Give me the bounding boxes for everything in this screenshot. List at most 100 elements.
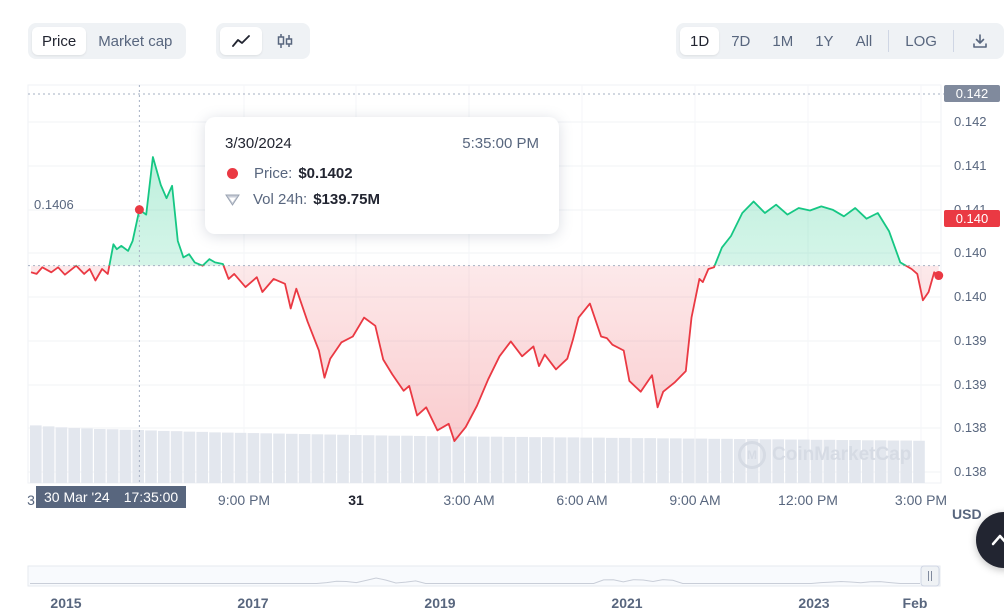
current-price-badge: 0.140 [944,210,1000,227]
tooltip-volume-label: Vol 24h: [253,191,308,208]
log-scale-button[interactable]: LOG [905,32,937,50]
volume-bar [900,440,912,483]
y-tick-label: 0.141 [954,158,987,173]
volume-bar [106,429,119,483]
volume-bar [183,431,196,483]
navigator-line [30,577,920,584]
tooltip-price-value: $0.1402 [298,165,353,182]
volume-bar [529,437,541,483]
navigator-track [27,565,941,587]
navigator-tick: 2021 [611,595,643,611]
hover-point [134,205,144,215]
volume-bar [170,431,183,483]
range-all[interactable]: All [855,32,873,50]
volume-bar [670,438,682,483]
line-chart-icon [232,35,250,47]
price-dot-icon [227,168,238,179]
volume-bar [452,436,464,483]
volume-bar [593,437,605,483]
chart-style-toggle [216,23,310,59]
x-tick-label: 3:00 PM [894,492,948,508]
volume-bar [874,440,887,483]
range-1y[interactable]: 1Y [815,32,834,50]
y-tick-label: 0.142 [954,114,987,129]
navigator-handle [920,565,940,587]
x-tick-label: 6:00 AM [556,492,608,508]
last-price-point [934,271,944,281]
volume-bar [644,438,656,483]
volume-bar [55,427,68,483]
volume-bar [234,432,247,483]
price-tab[interactable]: Price [32,27,87,55]
y-tick-label: 0.140 [954,245,987,260]
volume-bar [490,436,503,483]
volume-bar [145,430,157,483]
y-tick-label: 0.139 [954,377,987,392]
market-cap-tab[interactable]: Market cap [98,32,173,50]
volume-bar [426,436,439,483]
volume-bar [516,436,528,483]
range-1m[interactable]: 1M [772,32,794,50]
volume-bar [286,433,298,483]
download-icon [973,34,987,48]
y-tick-label: 0.139 [954,333,987,348]
tooltip-volume-value: $139.75M [313,191,380,208]
volume-bar [388,435,400,483]
volume-bar [862,440,874,483]
price-line-down [30,265,940,443]
volume-bar [209,432,221,483]
navigator-tick: Feb [902,595,928,611]
navigator-tick: 2023 [798,595,830,611]
toolbar-divider [952,30,954,52]
volume-bar [503,436,516,483]
range-7d[interactable]: 7D [731,32,751,50]
volume-bar [798,439,810,483]
crosshair-time: 17:35:00 [123,489,179,505]
volume-bar [465,436,477,483]
volume-bar [273,433,285,483]
volume-bar [887,440,900,483]
crosshair-date: 30 Mar '24 [44,489,110,505]
volume-bar [247,433,260,483]
x-tick-label: 31 [348,492,364,508]
volume-bar [324,434,336,483]
chart-type-toggle: Price Market cap [28,23,187,59]
volume-bar [606,437,618,483]
volume-bar [913,440,925,483]
volume-bar [618,437,631,483]
watermark-text: CoinMarketCap [772,444,912,465]
volume-bar [554,437,567,483]
volume-bar [785,439,797,483]
watermark: M CoinMarketCap [738,441,911,469]
volume-bar [196,431,208,483]
volume-bar [631,438,644,483]
volume-bar [94,429,106,483]
price-line-up [74,156,908,266]
volume-bar [222,432,234,483]
volume-bar [567,437,580,483]
volume-bar [657,438,669,483]
navigator-tick: 2019 [424,595,456,611]
volume-bar [158,430,170,483]
hover-tooltip: 3/30/2024 5:35:00 PM Price: $0.1402 Vol … [205,117,559,234]
crosshair-time-badge: 30 Mar '24 17:35:00 [36,486,187,508]
range-1d[interactable]: 1D [680,27,720,55]
volume-bar [849,440,861,483]
tooltip-price-label: Price: [254,165,293,182]
volume-bar [401,435,413,483]
candlestick-button[interactable] [264,27,306,55]
line-chart-button[interactable] [220,27,262,55]
volume-bar [30,425,42,483]
x-tick-label: 9:00 AM [669,492,721,508]
volume-bar [810,439,823,483]
navigator-tick: 2017 [237,595,269,611]
volume-bar [836,440,848,483]
volume-bar [708,438,720,483]
hover-y-label: 0.1406 [34,197,74,212]
volume-bar [721,438,733,483]
volume-bar [119,429,132,483]
download-button[interactable] [960,27,1000,55]
volume-bar [350,435,362,483]
volume-bar [311,434,324,483]
